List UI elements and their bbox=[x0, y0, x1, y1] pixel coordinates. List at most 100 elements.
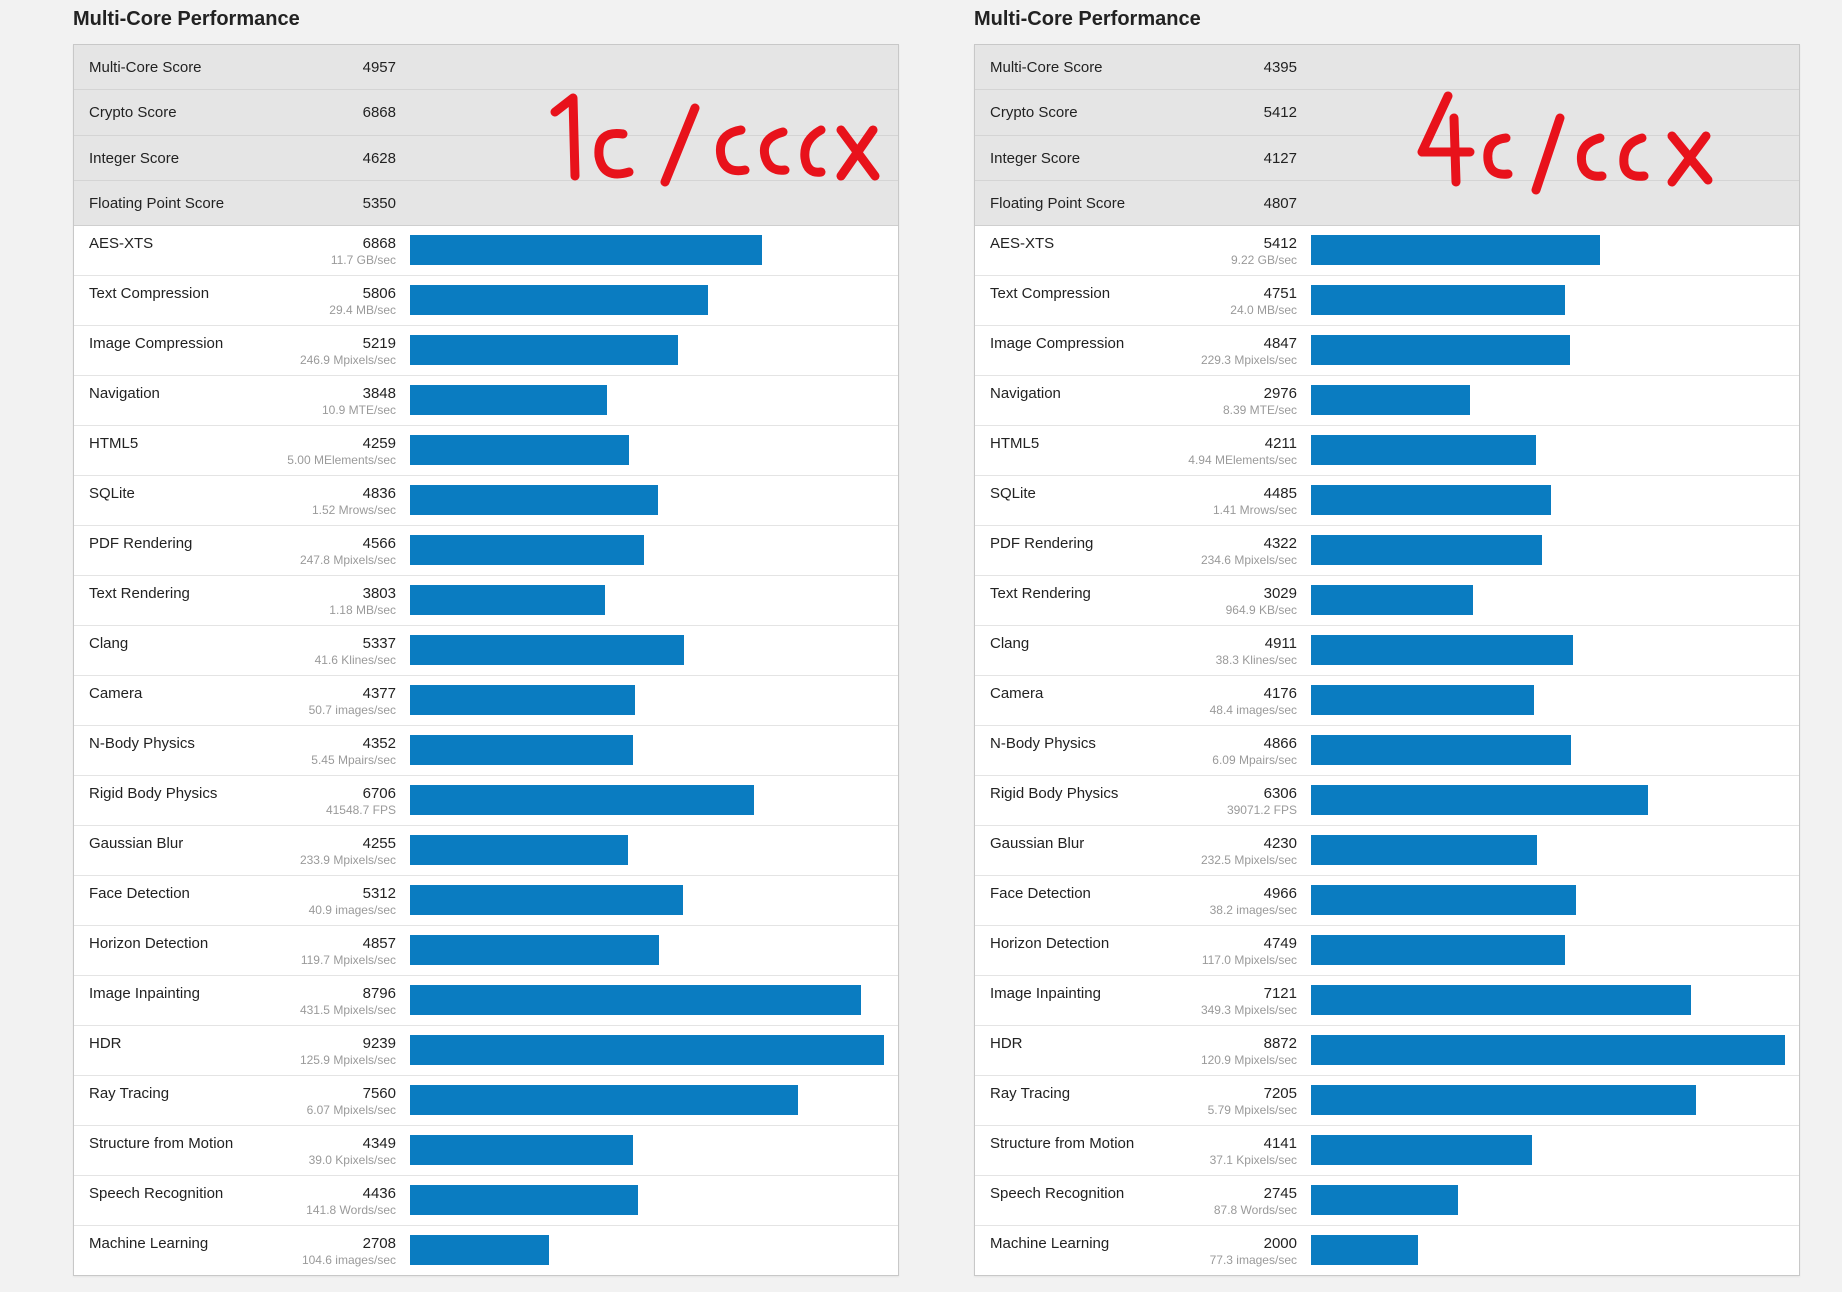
benchmark-score: 4230 bbox=[1263, 835, 1297, 852]
benchmark-row-horizon-detection: Horizon Detection 4749 117.0 Mpixels/sec bbox=[975, 926, 1799, 976]
bar-text-compression bbox=[410, 285, 708, 315]
panel-title: Multi-Core Performance bbox=[974, 8, 1201, 30]
benchmark-row-sqlite: SQLite 4485 1.41 Mrows/sec bbox=[975, 476, 1799, 526]
summary-name: Crypto Score bbox=[89, 104, 177, 122]
bar-html5 bbox=[1311, 435, 1536, 465]
summary-score: 5350 bbox=[362, 194, 396, 212]
benchmark-rate: 234.6 Mpixels/sec bbox=[1200, 553, 1297, 567]
benchmark-name: Horizon Detection bbox=[990, 935, 1110, 952]
bar-track bbox=[1311, 285, 1785, 315]
bar-track bbox=[1311, 1085, 1785, 1115]
benchmark-row-clang: Clang 4911 38.3 Klines/sec bbox=[975, 626, 1799, 676]
bar-face-detection bbox=[1311, 885, 1577, 915]
bar-track bbox=[410, 635, 884, 665]
handwritten-annotation-1c-ccx bbox=[550, 93, 880, 187]
benchmark-row-text-rendering: Text Rendering 3803 1.18 MB/sec bbox=[74, 576, 898, 626]
bar-track bbox=[410, 735, 884, 765]
benchmark-row-n-body-physics: N-Body Physics 4352 5.45 Mpairs/sec bbox=[74, 726, 898, 776]
benchmark-score: 4485 bbox=[1263, 485, 1297, 502]
bar-rigid-body-physics bbox=[410, 785, 755, 815]
benchmark-name: Navigation bbox=[990, 385, 1061, 402]
benchmark-name: Clang bbox=[990, 635, 1030, 652]
benchmark-rate: 41.6 Klines/sec bbox=[314, 653, 396, 667]
benchmark-name: Machine Learning bbox=[990, 1235, 1110, 1252]
benchmark-rate: 4.94 MElements/sec bbox=[1188, 453, 1297, 467]
summary-name: Crypto Score bbox=[990, 104, 1078, 122]
benchmark-row-aes-xts: AES-XTS 5412 9.22 GB/sec bbox=[975, 226, 1799, 276]
benchmark-row-gaussian-blur: Gaussian Blur 4230 232.5 Mpixels/sec bbox=[975, 826, 1799, 876]
benchmark-name: Machine Learning bbox=[89, 1235, 209, 1252]
benchmark-row-pdf-rendering: PDF Rendering 4322 234.6 Mpixels/sec bbox=[975, 526, 1799, 576]
bar-face-detection bbox=[410, 885, 683, 915]
benchmark-score: 4911 bbox=[1264, 635, 1297, 652]
summary-score: 5412 bbox=[1263, 104, 1297, 122]
benchmark-score: 5412 bbox=[1263, 235, 1297, 252]
benchmark-score: 4749 bbox=[1263, 935, 1297, 952]
benchmark-row-text-compression: Text Compression 4751 24.0 MB/sec bbox=[975, 276, 1799, 326]
bar-clang bbox=[1311, 635, 1574, 665]
bar-machine-learning bbox=[410, 1235, 549, 1265]
benchmark-rate: 229.3 Mpixels/sec bbox=[1200, 353, 1297, 367]
bar-image-compression bbox=[410, 335, 678, 365]
benchmark-rate: 247.8 Mpixels/sec bbox=[299, 553, 396, 567]
panel-title: Multi-Core Performance bbox=[73, 8, 300, 30]
benchmark-name: N-Body Physics bbox=[89, 735, 195, 752]
right-panel: Multi-Core Performance Multi-Core Score 4… bbox=[974, 0, 1800, 1276]
bar-n-body-physics bbox=[410, 735, 634, 765]
benchmark-score: 4255 bbox=[362, 835, 396, 852]
benchmark-rate: 964.9 KB/sec bbox=[1225, 603, 1297, 617]
benchmark-rate: 39071.2 FPS bbox=[1226, 803, 1297, 817]
benchmark-row-speech-recognition: Speech Recognition 2745 87.8 Words/sec bbox=[975, 1176, 1799, 1226]
bar-track bbox=[1311, 1235, 1785, 1265]
benchmark-rate: 232.5 Mpixels/sec bbox=[1200, 853, 1297, 867]
bar-speech-recognition bbox=[1311, 1185, 1458, 1215]
summary-score: 4395 bbox=[1263, 59, 1297, 76]
bar-ray-tracing bbox=[410, 1085, 798, 1115]
bar-image-inpainting bbox=[410, 985, 862, 1015]
benchmark-row-machine-learning: Machine Learning 2708 104.6 images/sec bbox=[74, 1226, 898, 1275]
benchmark-rate: 87.8 Words/sec bbox=[1213, 1203, 1297, 1217]
bar-track bbox=[1311, 385, 1785, 415]
bar-track bbox=[1311, 1135, 1785, 1165]
bar-track bbox=[1311, 485, 1785, 515]
bar-sqlite bbox=[1311, 485, 1551, 515]
summary-row-floating-point-score: Floating Point Score 4807 bbox=[975, 180, 1799, 226]
bar-rigid-body-physics bbox=[1311, 785, 1648, 815]
benchmark-rate: 117.0 Mpixels/sec bbox=[1201, 953, 1297, 967]
benchmark-score: 4352 bbox=[362, 735, 396, 752]
benchmark-score: 3803 bbox=[362, 585, 396, 602]
bar-track bbox=[410, 935, 884, 965]
bar-track bbox=[410, 985, 884, 1015]
benchmark-score: 2745 bbox=[1263, 1185, 1297, 1202]
benchmark-score: 4141 bbox=[1263, 1135, 1297, 1152]
bar-aes-xts bbox=[1311, 235, 1601, 265]
summary-name: Floating Point Score bbox=[89, 194, 225, 212]
benchmark-rate: 50.7 images/sec bbox=[308, 703, 396, 717]
benchmark-rate: 29.4 MB/sec bbox=[329, 303, 396, 317]
summary-section: Multi-Core Score 4395 Crypto Score 5412 Inte… bbox=[975, 45, 1799, 226]
bar-speech-recognition bbox=[410, 1185, 638, 1215]
summary-row-floating-point-score: Floating Point Score 5350 bbox=[74, 180, 898, 226]
bar-navigation bbox=[1311, 385, 1470, 415]
summary-row-integer-score: Integer Score 4628 bbox=[74, 135, 898, 181]
annotation-strokes bbox=[1417, 91, 1713, 195]
benchmark-score: 5337 bbox=[362, 635, 396, 652]
benchmark-rate: 9.22 GB/sec bbox=[1230, 253, 1297, 267]
bar-machine-learning bbox=[1311, 1235, 1418, 1265]
bar-clang bbox=[410, 635, 684, 665]
bar-html5 bbox=[410, 435, 629, 465]
summary-name: Integer Score bbox=[990, 149, 1081, 167]
benchmark-name: PDF Rendering bbox=[89, 535, 193, 552]
results-card: Multi-Core Score 4957 Crypto Score 6868 Inte… bbox=[73, 44, 899, 1276]
benchmark-rate: 5.79 Mpixels/sec bbox=[1207, 1103, 1297, 1117]
benchmark-row-camera: Camera 4176 48.4 images/sec bbox=[975, 676, 1799, 726]
benchmark-score: 8796 bbox=[362, 985, 396, 1002]
benchmark-rate: 349.3 Mpixels/sec bbox=[1200, 1003, 1297, 1017]
benchmark-name: Image Compression bbox=[990, 335, 1125, 352]
benchmark-name: Speech Recognition bbox=[89, 1185, 224, 1202]
benchmark-score: 4866 bbox=[1263, 735, 1297, 752]
bar-camera bbox=[410, 685, 635, 715]
benchmark-score: 4847 bbox=[1263, 335, 1297, 352]
benchmark-row-image-compression: Image Compression 5219 246.9 Mpixels/sec bbox=[74, 326, 898, 376]
benchmark-score: 4857 bbox=[362, 935, 396, 952]
